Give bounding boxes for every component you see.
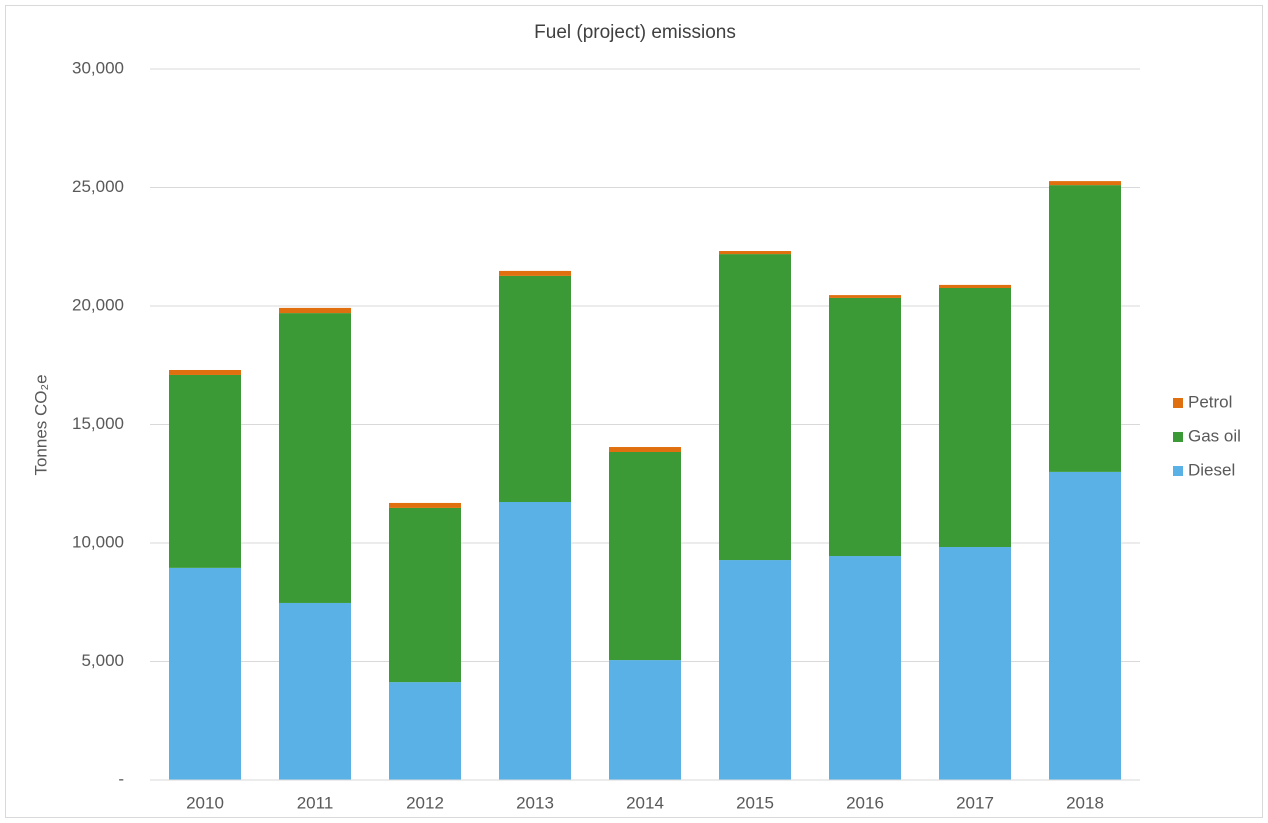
bar-segment [279,313,351,603]
legend-label: Gas oil [1188,426,1241,445]
legend-swatch [1173,466,1183,476]
bar-segment [169,369,241,375]
x-tick-label: 2013 [516,793,554,812]
bar-segment [719,251,791,255]
y-tick-label: 20,000 [72,295,124,314]
legend-swatch [1173,398,1183,408]
bar-segment [389,507,461,683]
y-tick-label: 15,000 [72,414,124,433]
bar-segment [499,275,571,502]
bar-segment [389,682,461,780]
bar-segment [939,547,1011,780]
bar-segment [939,287,1011,548]
x-tick-label: 2018 [1066,793,1104,812]
bar-segment [609,447,681,452]
bar-segment [279,307,351,314]
bar-segment [279,602,351,780]
bar-segment [1049,471,1121,780]
bar-segment [829,295,901,298]
y-tick-label: 10,000 [72,532,124,551]
x-tick-label: 2010 [186,793,224,812]
x-tick-label: 2015 [736,793,774,812]
bar-segment [169,374,241,568]
y-tick-label: - [118,769,124,788]
y-tick-label: 5,000 [81,651,124,670]
x-tick-label: 2011 [297,793,334,812]
bar-segment [609,660,681,780]
legend-swatch [1173,432,1183,442]
y-axis-label: Tonnes CO₂e [31,374,50,475]
bar-segment [1049,185,1121,472]
y-tick-label: 30,000 [72,58,124,77]
bar-segment [939,284,1011,288]
bar-segment [609,451,681,661]
x-tick-label: 2017 [956,793,994,812]
y-tick-label: 25,000 [72,177,124,196]
legend-label: Petrol [1188,392,1232,411]
bar-segment [1049,181,1121,186]
bar-segment [829,556,901,780]
bar-segment [499,501,571,780]
x-tick-label: 2012 [406,793,444,812]
bar-segment [389,502,461,508]
bar-segment [719,560,791,780]
x-tick-label: 2014 [626,793,664,812]
legend-label: Diesel [1188,460,1235,479]
bar-segment [499,270,571,276]
x-tick-label: 2016 [846,793,884,812]
bar-segment [169,567,241,780]
bar-segment [719,254,791,561]
chart-title: Fuel (project) emissions [534,22,736,43]
bar-segment [829,297,901,557]
